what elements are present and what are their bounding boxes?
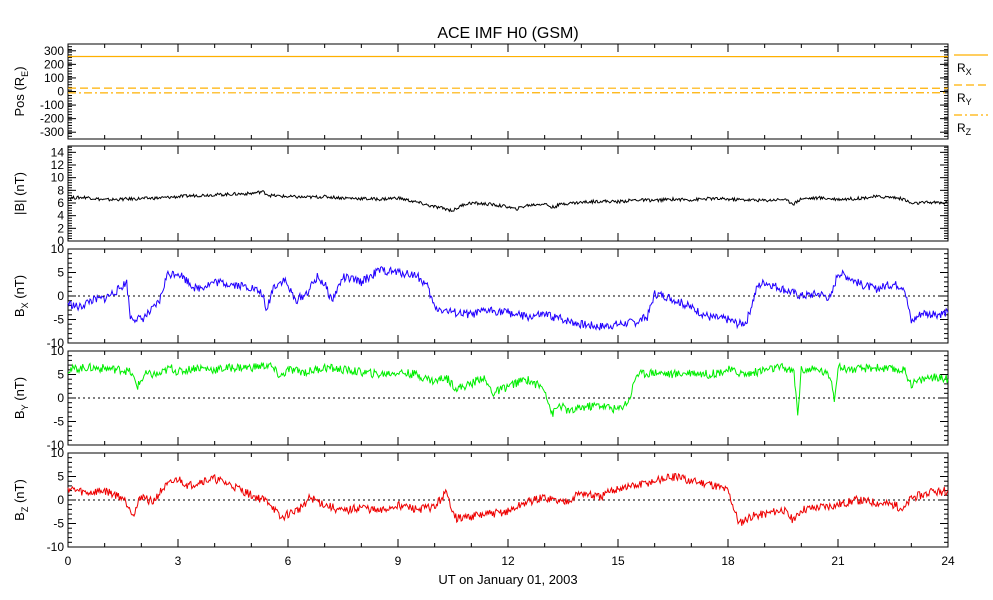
series-line-b_x xyxy=(67,266,949,331)
y-axis-label-sub: E xyxy=(20,71,30,77)
x-tick-label: 18 xyxy=(721,554,735,568)
x-tick-label: 0 xyxy=(65,554,72,568)
y-axis-label-main: B xyxy=(12,512,27,521)
x-tick-label: 9 xyxy=(395,554,402,568)
y-axis-label-main: B xyxy=(12,308,27,317)
y-axis-label: BZ (nT) xyxy=(12,479,30,521)
y-axis-label-close: (nT) xyxy=(12,275,27,302)
y-tick-label: 10 xyxy=(51,446,65,460)
series-line-b_y xyxy=(67,361,949,417)
y-axis-label: Pos (RE) xyxy=(12,66,30,116)
y-tick-label: 10 xyxy=(51,242,65,256)
legend-label: RY xyxy=(957,91,972,107)
y-tick-label: -5 xyxy=(53,313,64,327)
y-tick-label: 12 xyxy=(51,158,65,172)
y-tick-label: 300 xyxy=(44,44,64,58)
y-tick-label: 5 xyxy=(57,266,64,280)
chart-title: ACE IMF H0 (GSM) xyxy=(437,25,578,42)
y-axis-label-main: B xyxy=(12,410,27,419)
y-tick-label: 0 xyxy=(57,391,64,405)
legend-label: RZ xyxy=(957,121,972,137)
panel-B_z: -10 -5 0 5 10 BZ (nT) 0 3 6 9 12 15 18 21 24 xyxy=(12,446,955,568)
legend-label-sub: Z xyxy=(966,127,972,137)
y-tick-label: -300 xyxy=(40,125,64,139)
legend-label: RX xyxy=(957,61,972,77)
y-tick-label: 0 xyxy=(57,85,64,99)
y-tick-label: 10 xyxy=(51,171,65,185)
y-axis-label: BY (nT) xyxy=(12,377,30,419)
y-tick-label: 8 xyxy=(57,183,64,197)
legend-label-main: R xyxy=(957,91,966,105)
y-tick-label: -10 xyxy=(47,438,65,452)
series-line-b_z xyxy=(67,472,949,526)
series-line-b_total xyxy=(67,190,949,213)
y-tick-label: -200 xyxy=(40,112,64,126)
x-tick-label: 6 xyxy=(285,554,292,568)
y-axis-label-sub: X xyxy=(20,302,30,308)
legend-label-main: R xyxy=(957,61,966,75)
y-axis-label: BX (nT) xyxy=(12,275,30,317)
y-tick-label: 5 xyxy=(57,368,64,382)
y-tick-label: 6 xyxy=(57,196,64,210)
panel-frame xyxy=(67,43,949,140)
y-axis-label: |B| (nT) xyxy=(12,172,27,215)
y-tick-label: 0 xyxy=(57,234,64,248)
y-tick-label: 5 xyxy=(57,470,64,484)
y-tick-label: 10 xyxy=(51,344,65,358)
legend-label-main: R xyxy=(957,121,966,135)
x-axis-label: UT on January 01, 2003 xyxy=(438,572,577,587)
y-axis-label-close: (nT) xyxy=(12,377,27,404)
y-tick-label: 200 xyxy=(44,57,64,71)
y-tick-label: 100 xyxy=(44,71,64,85)
panel-B_y: -10 -5 0 5 10 BY (nT) xyxy=(12,344,949,452)
y-tick-label: -10 xyxy=(47,336,65,350)
legend-label-sub: X xyxy=(966,67,972,77)
y-axis-label-close: (nT) xyxy=(12,479,27,506)
y-tick-label: 0 xyxy=(57,289,64,303)
x-tick-label: 15 xyxy=(611,554,625,568)
legend-label-sub: Y xyxy=(966,97,972,107)
y-tick-label: -5 xyxy=(53,517,64,531)
y-axis-label-sub: Z xyxy=(20,506,30,512)
y-tick-label: -5 xyxy=(53,415,64,429)
x-tick-label: 24 xyxy=(941,554,955,568)
y-tick-label: 2 xyxy=(57,221,64,235)
y-tick-label: 4 xyxy=(57,209,64,223)
y-tick-label: 0 xyxy=(57,493,64,507)
y-axis-label-sub: Y xyxy=(20,404,30,410)
panel-frame xyxy=(67,145,949,242)
y-axis-label-main: Pos (R xyxy=(12,77,27,117)
x-tick-label: 21 xyxy=(831,554,845,568)
x-tick-label: 3 xyxy=(175,554,182,568)
x-tick-label: 12 xyxy=(501,554,515,568)
y-axis-label-close: ) xyxy=(12,66,27,70)
panel-B_x: -10 -5 0 5 10 BX (nT) xyxy=(12,242,949,350)
y-tick-label: -10 xyxy=(47,540,65,554)
y-tick-label: 14 xyxy=(51,145,65,159)
y-tick-label: -100 xyxy=(40,98,64,112)
